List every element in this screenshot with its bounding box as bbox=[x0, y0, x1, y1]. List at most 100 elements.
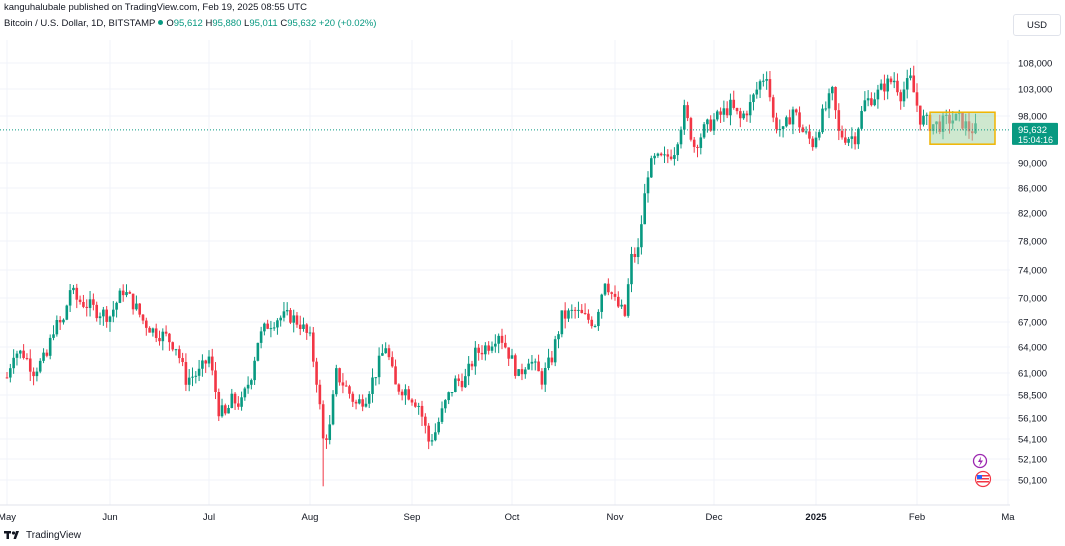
candle-body bbox=[311, 332, 315, 362]
candle-body bbox=[729, 99, 732, 116]
candle-body bbox=[860, 110, 863, 129]
time-axis[interactable]: May Jun Jul Aug Sep Oct Nov Dec 2025 Feb Ma bbox=[0, 504, 1015, 523]
candle-body bbox=[626, 284, 630, 316]
candle-body bbox=[517, 369, 520, 376]
candle bbox=[295, 311, 299, 328]
candle bbox=[583, 303, 587, 315]
chart-overlays bbox=[0, 111, 1010, 145]
candle bbox=[857, 127, 860, 149]
candle bbox=[259, 326, 263, 349]
candle-body bbox=[583, 313, 587, 315]
candle bbox=[557, 331, 560, 349]
candle bbox=[414, 399, 417, 408]
candle bbox=[164, 325, 168, 337]
candle bbox=[105, 306, 108, 328]
candle bbox=[440, 401, 444, 425]
candle bbox=[151, 327, 155, 337]
candle-body bbox=[824, 108, 828, 110]
candle-body bbox=[553, 339, 557, 363]
candle-body bbox=[214, 370, 217, 392]
candle bbox=[620, 299, 623, 309]
candle bbox=[361, 394, 364, 412]
candle bbox=[597, 309, 600, 331]
candle-body bbox=[204, 360, 207, 364]
candle bbox=[699, 133, 703, 155]
candle-body bbox=[640, 224, 643, 248]
candle bbox=[246, 376, 250, 394]
candle-body bbox=[282, 311, 286, 318]
candle bbox=[437, 417, 440, 435]
candle-body bbox=[899, 92, 903, 102]
candle-body bbox=[348, 386, 351, 394]
candle-body bbox=[879, 83, 883, 90]
candle bbox=[748, 94, 752, 123]
candle-body bbox=[400, 391, 404, 396]
candle-body bbox=[873, 99, 876, 106]
candle-body bbox=[567, 310, 570, 319]
candle bbox=[719, 107, 722, 123]
candle bbox=[18, 349, 22, 359]
event-icons bbox=[972, 453, 988, 469]
candle-body bbox=[338, 368, 341, 383]
candle bbox=[771, 94, 775, 123]
candle bbox=[467, 356, 470, 386]
candle bbox=[243, 386, 247, 401]
candle bbox=[298, 315, 302, 336]
candle bbox=[279, 315, 282, 327]
candle-body bbox=[643, 193, 646, 225]
candle bbox=[626, 278, 630, 318]
candle-body bbox=[686, 105, 689, 119]
candle bbox=[75, 283, 79, 309]
candle-body bbox=[679, 129, 683, 145]
candle-body bbox=[467, 363, 470, 377]
candle-body bbox=[223, 405, 227, 414]
candle-body bbox=[892, 80, 896, 83]
candle-body bbox=[470, 363, 474, 367]
candle bbox=[590, 316, 594, 329]
candle bbox=[739, 107, 742, 128]
candle bbox=[801, 124, 805, 133]
candle-body bbox=[673, 155, 676, 159]
candle bbox=[387, 344, 391, 361]
candle bbox=[141, 313, 145, 325]
candle-body bbox=[768, 79, 772, 98]
us-flag-event-icon[interactable] bbox=[972, 470, 994, 488]
candle bbox=[289, 307, 292, 325]
candle-body bbox=[791, 109, 795, 125]
candle-body bbox=[573, 309, 577, 311]
candle bbox=[537, 354, 540, 372]
x-tick-label: Oct bbox=[505, 512, 520, 523]
candle-body bbox=[78, 299, 82, 302]
candle-body bbox=[739, 111, 742, 119]
candle-body bbox=[407, 389, 411, 400]
price-axis[interactable]: 50,100 52,100 54,100 56,100 58,500 61,000 64,0… bbox=[1012, 59, 1058, 487]
candle bbox=[197, 359, 201, 382]
candle-body bbox=[692, 139, 696, 147]
candle bbox=[494, 334, 497, 353]
candle bbox=[88, 290, 92, 317]
candle bbox=[915, 83, 919, 113]
candle bbox=[487, 341, 490, 355]
low-value: 95,011 bbox=[249, 18, 278, 29]
candle bbox=[125, 284, 128, 298]
event-badges[interactable] bbox=[970, 452, 992, 472]
candle-body bbox=[414, 402, 417, 407]
candle bbox=[883, 74, 886, 101]
candle-body bbox=[318, 384, 322, 405]
candle-body bbox=[808, 131, 811, 139]
candle bbox=[879, 79, 883, 91]
y-tick-label: 90,000 bbox=[1018, 159, 1047, 170]
candle-body bbox=[696, 146, 699, 148]
last-price-tag-bg bbox=[1012, 122, 1058, 145]
candle-body bbox=[35, 371, 39, 377]
candle bbox=[876, 84, 880, 109]
candle bbox=[563, 302, 567, 329]
y-tick-label: 108,000 bbox=[1018, 59, 1052, 70]
candle-body bbox=[870, 98, 873, 106]
currency-selector[interactable]: USD bbox=[1013, 14, 1061, 36]
candle bbox=[72, 284, 75, 295]
candle bbox=[613, 285, 617, 301]
candle-body bbox=[72, 287, 75, 291]
candle-body bbox=[460, 380, 464, 388]
